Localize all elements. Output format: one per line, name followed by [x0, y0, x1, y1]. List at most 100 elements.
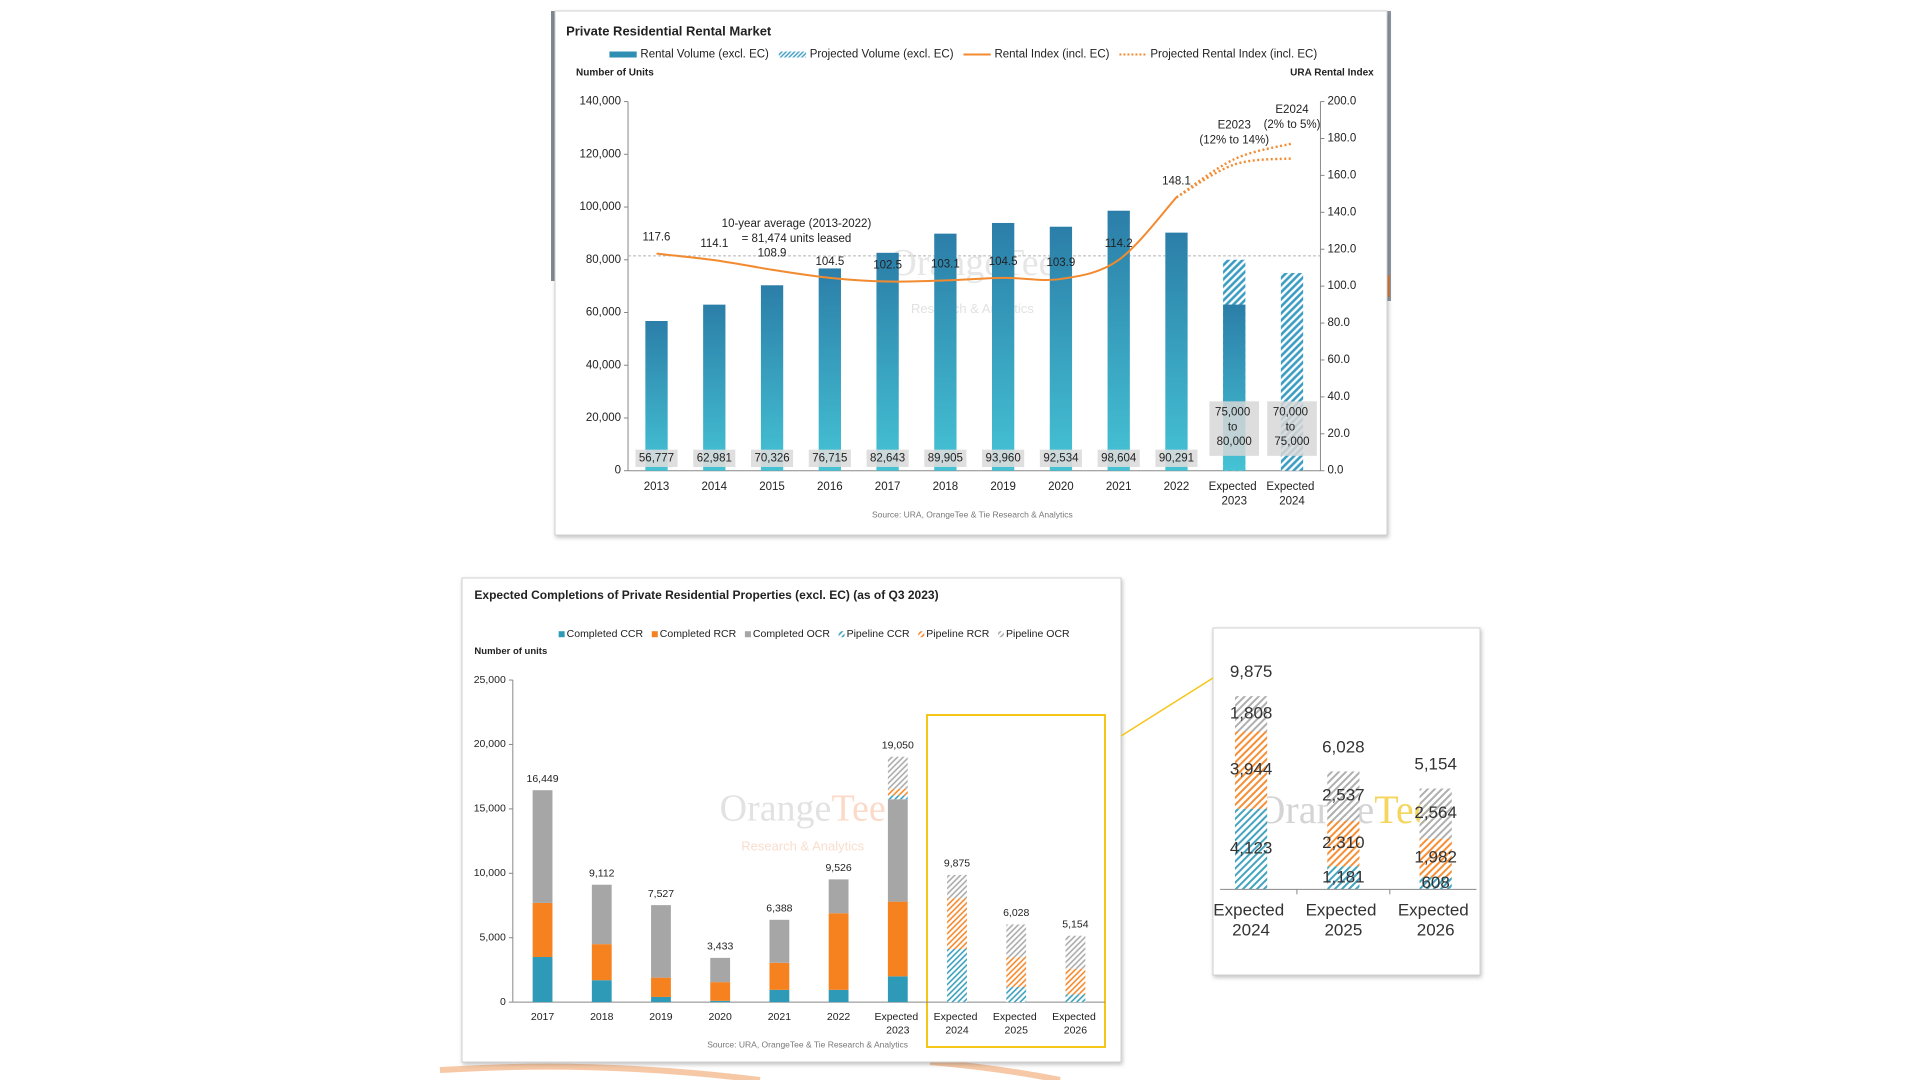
y2-tick-label: 20.0 [1327, 428, 1349, 440]
bar-segment [532, 902, 553, 958]
segment-label: 608 [1421, 873, 1449, 892]
legend-swatch [651, 631, 658, 638]
highlight-box [926, 714, 1106, 1048]
y-tick-label: 0 [615, 465, 621, 477]
bar-segment [828, 879, 849, 914]
bar-value-label: 70,326 [754, 452, 789, 464]
bar-segment [1234, 696, 1268, 732]
y-tick-label: 80,000 [586, 254, 621, 266]
bar-value-label: 75,000 to 80,000 [1215, 407, 1253, 449]
bar-segment [947, 874, 967, 899]
total-label: 9,875 [944, 858, 970, 870]
decoration [439, 1063, 761, 1080]
line-value-label: 117.6 [643, 232, 671, 244]
label-bg [982, 449, 1025, 467]
x-tick-label: Expected 2023 [874, 1011, 921, 1037]
watermark: OrangeTee [889, 242, 1055, 284]
bar-segment [532, 957, 553, 1003]
bar-segment [1006, 924, 1027, 958]
y2-tick-label: 200.0 [1327, 96, 1356, 108]
bar-segment [1065, 935, 1086, 969]
y-tick-label: 60,000 [586, 307, 621, 319]
legend-label: Projected Rental Index (incl. EC) [1150, 49, 1317, 61]
segment-label: 2,564 [1414, 803, 1457, 822]
bar-value-label: 56,777 [639, 452, 674, 464]
legend-swatch [609, 51, 637, 58]
x-tick-label: 2016 [817, 481, 843, 493]
x-tick-label: 2017 [531, 1011, 555, 1023]
x-tick-label: 2015 [759, 481, 785, 493]
bar-segment [947, 898, 967, 949]
watermark: Research & Analytics [741, 839, 864, 854]
y-tick-label: 20,000 [586, 412, 621, 424]
bar-segment [1065, 994, 1086, 1003]
bar-segment [710, 1000, 731, 1003]
legend-label: Completed CCR [567, 628, 644, 640]
bar-segment [1327, 866, 1360, 890]
bar-segment [1419, 877, 1452, 890]
line-value-label: 103.9 [1047, 257, 1076, 269]
x-tick-label: 2022 [1164, 481, 1190, 493]
label-bg [635, 449, 678, 467]
line-value-label: 114.1 [700, 238, 728, 250]
segment-label: 3,944 [1230, 760, 1273, 779]
bar-segment [1234, 731, 1268, 809]
total-label: 19,050 [882, 739, 914, 751]
bar-value-label: 62,981 [697, 452, 732, 464]
legend-label: Completed OCR [753, 628, 830, 640]
x-tick-label: Expected 2025 [1306, 901, 1382, 940]
segment-label: 1,808 [1230, 703, 1273, 722]
label-bg [750, 449, 794, 467]
legend-label: Projected Volume (excl. EC) [810, 49, 954, 61]
bar-segment [947, 948, 967, 1003]
y2-tick-label: 120.0 [1327, 243, 1356, 255]
y2-tick-label: 180.0 [1327, 133, 1356, 145]
label-bg [1267, 401, 1317, 456]
segment-label: 4,123 [1230, 839, 1273, 858]
legend-swatch [778, 51, 807, 58]
bar-value-label: 92,534 [1043, 452, 1079, 464]
total-label: 9,526 [825, 862, 851, 874]
projection-label: E2023 [1218, 120, 1251, 132]
reference-label: = 81,474 units leased [742, 233, 852, 245]
x-tick-label: Expected 2026 [1398, 901, 1474, 940]
x-tick-label: 2022 [827, 1011, 851, 1023]
legend-swatch [838, 631, 845, 638]
line-value-label: 102.5 [873, 259, 902, 271]
y-tick-label: 10,000 [474, 867, 506, 879]
bar-segment [887, 799, 908, 902]
line-value-label: 104.5 [989, 256, 1018, 268]
legend-label: Rental Index (incl. EC) [994, 49, 1109, 61]
watermark: Research & Analytics [911, 301, 1034, 316]
bar [1049, 226, 1073, 471]
bar-value-label: 89,905 [928, 452, 963, 464]
bar-segment [651, 977, 671, 997]
line [1175, 157, 1293, 199]
line [656, 196, 1178, 283]
line-value-label: 103.1 [931, 258, 960, 270]
bar-segment [769, 989, 790, 1003]
bar-segment [651, 905, 671, 978]
y2-axis-label: URA Rental Index [1290, 68, 1374, 79]
bar-segment [651, 996, 671, 1003]
x-tick-label: Expected 2024 [934, 1011, 981, 1037]
decoration [929, 1059, 1061, 1080]
y2-tick-label: 0.0 [1327, 465, 1343, 477]
source: Source: URA, OrangeTee & Tie Research & … [872, 510, 1073, 520]
label-bg [808, 449, 851, 467]
segment-label: 1,982 [1414, 848, 1457, 867]
chart-title: Private Residential Rental Market [566, 24, 772, 39]
x-tick-label: 2021 [1106, 481, 1132, 493]
bar [645, 321, 668, 471]
x-tick-label: 2013 [644, 481, 670, 493]
watermark: OrangeTee [720, 787, 886, 829]
total-label: 9,112 [589, 867, 615, 879]
segment-label: 2,310 [1322, 833, 1365, 852]
x-tick-label: 2020 [709, 1011, 733, 1023]
label-bg [693, 449, 736, 467]
bar-segment [1006, 986, 1027, 1003]
bar [876, 252, 899, 471]
legend-swatch [918, 631, 925, 638]
y-tick-label: 0 [500, 996, 506, 1008]
